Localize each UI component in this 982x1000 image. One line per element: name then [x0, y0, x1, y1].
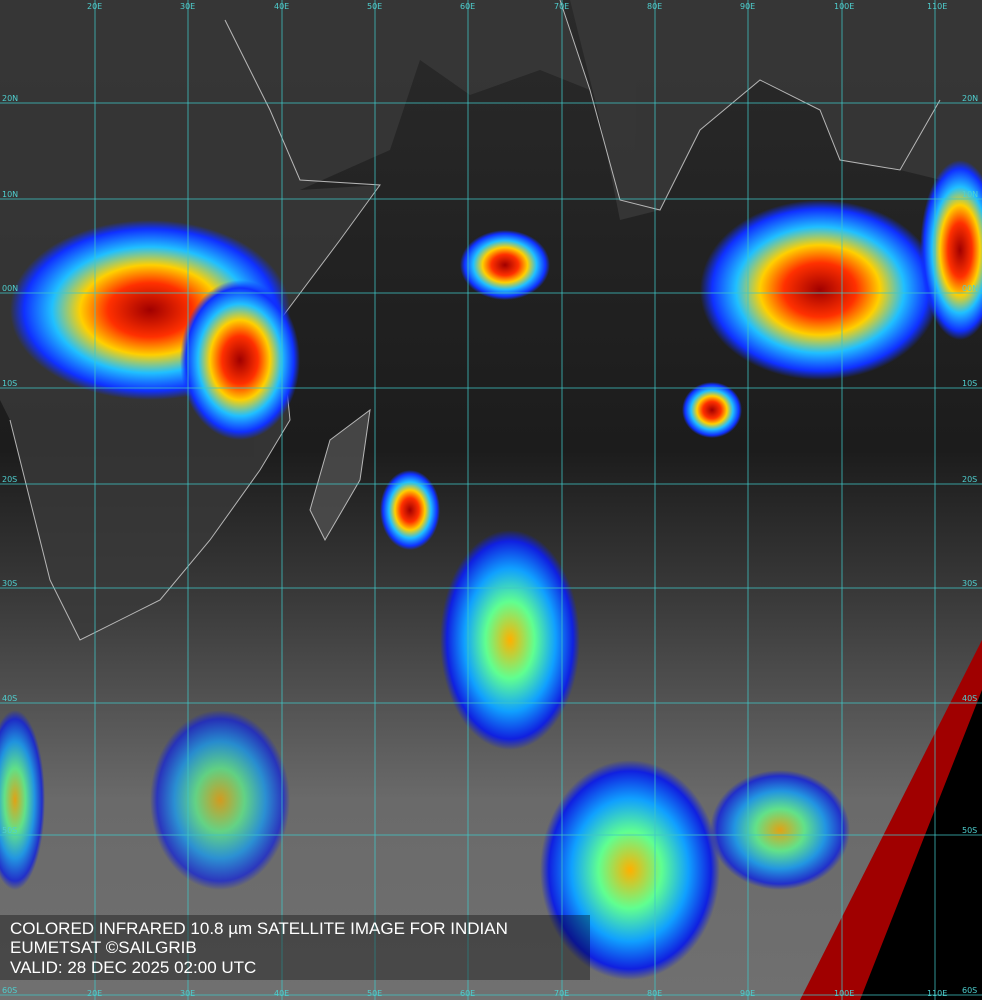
longitude-label: 40E — [274, 2, 289, 11]
longitude-label: 70E — [554, 2, 569, 11]
latitude-label: 10N — [962, 190, 978, 199]
latitude-label: 10S — [2, 379, 17, 388]
latitude-label: 00N — [962, 284, 978, 293]
latitude-label: 30S — [2, 579, 17, 588]
latitude-label: 50S — [2, 826, 17, 835]
longitude-label: 110E — [927, 2, 947, 11]
longitude-label: 80E — [647, 989, 662, 998]
latitude-label: 20S — [962, 475, 977, 484]
longitude-label: 70E — [554, 989, 569, 998]
latitude-label: 20S — [2, 475, 17, 484]
longitude-label: 110E — [927, 989, 947, 998]
latitude-label: 20N — [2, 94, 18, 103]
latitude-label: 10N — [2, 190, 18, 199]
longitude-label: 90E — [740, 989, 755, 998]
latitude-label: 40S — [962, 694, 977, 703]
latitude-label: 50S — [962, 826, 977, 835]
longitude-label: 100E — [834, 2, 854, 11]
longitude-label: 30E — [180, 989, 195, 998]
space — [860, 690, 982, 1000]
longitude-label: 20E — [87, 989, 102, 998]
latitude-label: 00N — [2, 284, 18, 293]
land — [0, 0, 982, 640]
cloud-systems — [0, 160, 982, 980]
latitude-label: 60S — [962, 986, 977, 995]
latitude-label: 60S — [2, 986, 17, 995]
longitude-label: 40E — [274, 989, 289, 998]
longitude-label: 30E — [180, 2, 195, 11]
longitude-label: 50E — [367, 989, 382, 998]
coastlines — [9, 0, 941, 641]
caption-line: COLORED INFRARED 10.8 µm SATELLITE IMAGE… — [10, 919, 508, 938]
caption-line: VALID: 28 DEC 2025 02:00 UTC — [10, 958, 256, 977]
latitude-label: 10S — [962, 379, 977, 388]
longitude-label: 90E — [740, 2, 755, 11]
longitude-label: 20E — [87, 2, 102, 11]
longitude-label: 60E — [460, 989, 475, 998]
longitude-label: 100E — [834, 989, 854, 998]
latitude-label: 20N — [962, 94, 978, 103]
longitude-label: 50E — [367, 2, 382, 11]
latitude-label: 30S — [962, 579, 977, 588]
longitude-label: 60E — [460, 2, 475, 11]
caption-line: EUMETSAT ©SAILGRIB — [10, 938, 197, 957]
latitude-label: 40S — [2, 694, 17, 703]
longitude-label: 80E — [647, 2, 662, 11]
caption-box — [0, 915, 590, 980]
